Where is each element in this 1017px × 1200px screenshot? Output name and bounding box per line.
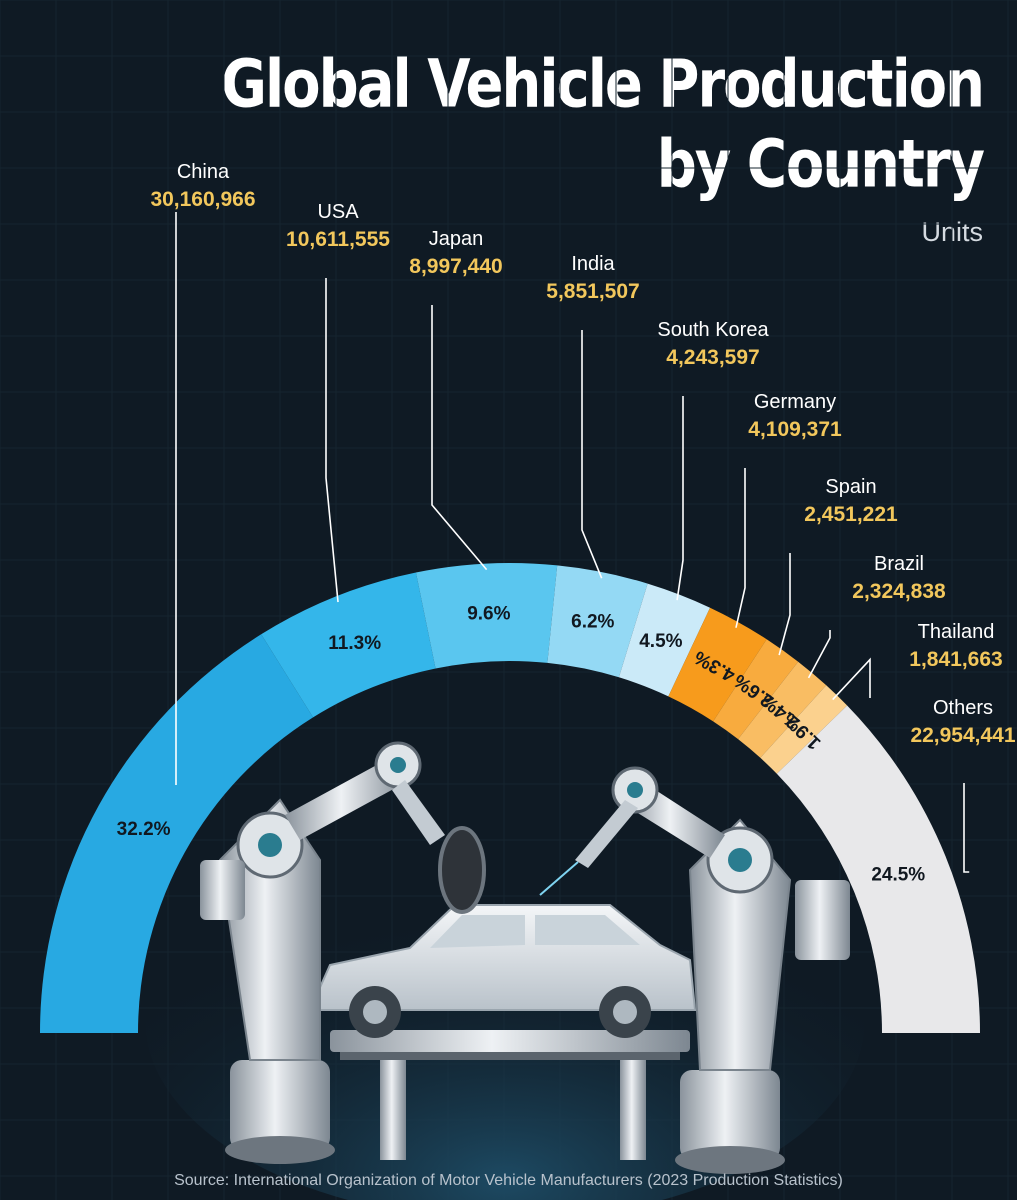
country-label-china: China [177,161,230,183]
leader-line-south-korea [676,396,684,601]
leader-line-others [963,783,970,873]
slice-spain [713,639,799,740]
slice-germany [668,607,767,722]
percent-label-japan: 9.6% [467,604,510,625]
value-label-spain: 2,451,221 [804,503,898,526]
country-labels: China 30,160,966 USA 10,611,555 Japan 8,997,4… [150,161,1015,747]
value-label-china: 30,160,966 [150,188,255,211]
leader-line-japan [431,305,488,571]
value-label-thailand: 1,841,663 [909,648,1002,671]
leader-line-india [581,330,603,579]
country-label-brazil: Brazil [874,553,924,575]
slice-south-korea [618,583,711,697]
leader-line-brazil [807,630,831,679]
leader-line-usa [325,278,339,603]
country-label-india: India [571,253,615,275]
donut-slices [40,563,980,1033]
value-label-usa: 10,611,555 [286,228,390,251]
title-line-2: by Country [656,126,985,203]
slice-others [776,705,980,1033]
value-label-japan: 8,997,440 [409,255,502,278]
value-label-south-korea: 4,243,597 [666,346,759,369]
robot-assembly-illustration [145,741,865,1200]
slice-india [547,565,648,678]
slice-brazil [738,661,827,758]
country-label-others: Others [933,697,993,719]
value-label-germany: 4,109,371 [748,418,842,441]
country-label-spain: Spain [825,476,876,498]
percent-label-south-korea: 4.5% [639,631,682,652]
leader-lines [175,212,970,873]
percent-label-usa: 11.3% [328,633,381,654]
country-label-usa: USA [317,201,359,223]
slice-japan [415,563,558,669]
value-label-brazil: 2,324,838 [852,580,946,603]
country-label-germany: Germany [754,391,836,413]
slice-china [40,634,314,1033]
country-label-thailand: Thailand [918,621,995,643]
percent-label-india: 6.2% [571,611,614,632]
slice-usa [261,572,436,718]
leader-line-spain [778,553,791,656]
leader-line-germany [735,468,746,628]
country-label-south-korea: South Korea [657,319,769,341]
value-label-others: 22,954,441 [910,724,1015,747]
source-note: Source: International Organization of Mo… [174,1172,843,1189]
percent-label-china: 32.2% [117,819,171,840]
percent-label-others: 24.5% [871,864,925,885]
slice-thailand [760,685,848,774]
title-line-1: Global Vehicle Production [221,46,985,123]
leader-line-thailand [832,657,871,701]
country-label-japan: Japan [429,228,484,250]
value-label-india: 5,851,507 [546,280,639,303]
